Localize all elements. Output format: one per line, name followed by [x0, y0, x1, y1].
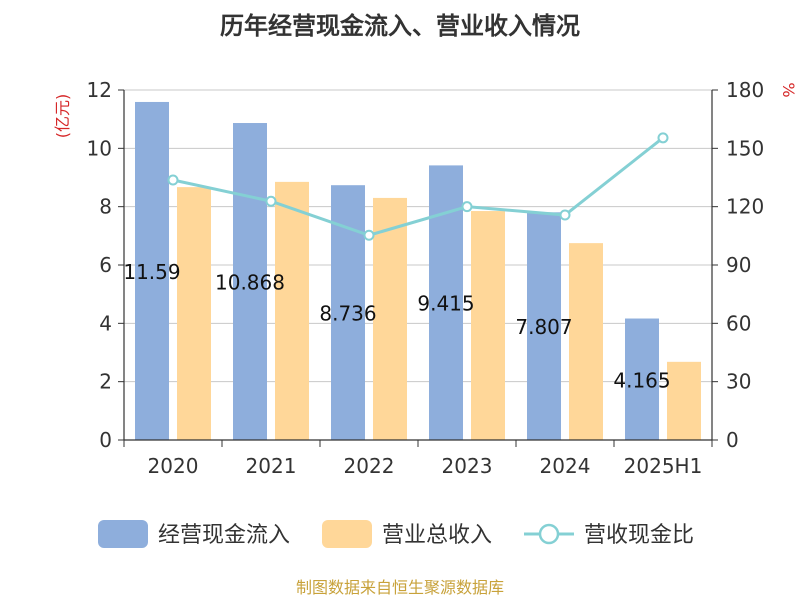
left-tick-label: 6 — [99, 253, 112, 277]
data-labels: 11.59 10.868 8.736 9.415 7.807 4.165 — [123, 260, 670, 392]
x-tick-label: 2024 — [540, 454, 591, 478]
left-tick-label: 10 — [87, 136, 112, 160]
legend-revenue-label: 营业总收入 — [382, 523, 492, 548]
ratio-point — [167, 174, 179, 186]
right-tick-label: 150 — [726, 136, 764, 160]
legend-cash-inflow-label: 经营现金流入 — [158, 523, 290, 548]
left-tick-label: 12 — [87, 78, 112, 102]
left-tick-label: 4 — [99, 311, 112, 335]
legend-cash-inflow-swatch — [98, 520, 148, 548]
ratio-point — [265, 195, 277, 207]
right-tick-label: 60 — [726, 311, 751, 335]
data-label-cash-inflow: 10.868 — [215, 271, 285, 295]
bar-revenue — [471, 211, 505, 440]
left-axis-unit: (亿元) — [53, 94, 72, 139]
left-tick-label: 8 — [99, 195, 112, 219]
right-tick-label: 180 — [726, 78, 764, 102]
legend-ratio-label: 营收现金比 — [584, 523, 694, 548]
bar-cash-inflow — [135, 101, 169, 440]
right-tick-label: 0 — [726, 428, 739, 452]
ratio-point — [657, 132, 669, 144]
right-tick-label: 90 — [726, 253, 751, 277]
bar-revenue — [177, 187, 211, 440]
x-tick-label: 2022 — [344, 454, 395, 478]
gridlines — [124, 89, 712, 383]
data-label-cash-inflow: 7.807 — [515, 315, 572, 339]
bar-revenue — [373, 197, 407, 440]
left-tick-label: 2 — [99, 370, 112, 394]
legend-ratio-swatch-marker — [538, 523, 560, 545]
bar-cash-inflow — [625, 318, 659, 440]
bar-cash-inflow — [527, 212, 561, 440]
right-tick-label: 120 — [726, 195, 764, 219]
data-label-cash-inflow: 9.415 — [417, 292, 474, 316]
left-tick-label: 0 — [99, 428, 112, 452]
x-tick-label: 2021 — [246, 454, 297, 478]
legend: 经营现金流入 营业总收入 营收现金比 — [98, 520, 694, 548]
right-tick-label: 30 — [726, 370, 751, 394]
chart-title: 历年经营现金流入、营业收入情况 — [220, 12, 580, 40]
legend-revenue-swatch — [322, 520, 372, 548]
ratio-point — [461, 201, 473, 213]
bar-revenue — [667, 361, 701, 440]
ratio-line — [172, 136, 664, 237]
ratio-point — [559, 209, 571, 221]
bar-revenue — [569, 243, 603, 440]
bar-series — [135, 101, 701, 441]
x-tick-label: 2025H1 — [624, 454, 703, 478]
x-tick-label: 2020 — [148, 454, 199, 478]
source-note: 制图数据来自恒生聚源数据库 — [296, 578, 504, 597]
bar-revenue — [275, 181, 309, 440]
data-label-cash-inflow: 11.59 — [123, 260, 180, 284]
line-series — [167, 132, 669, 241]
data-label-cash-inflow: 4.165 — [613, 368, 670, 392]
right-axis-unit: % — [779, 82, 798, 97]
bar-cash-inflow — [429, 165, 463, 441]
x-tick-label: 2023 — [442, 454, 493, 478]
bar-cash-inflow — [233, 123, 267, 441]
ratio-point — [363, 229, 375, 241]
data-label-cash-inflow: 8.736 — [319, 302, 376, 326]
